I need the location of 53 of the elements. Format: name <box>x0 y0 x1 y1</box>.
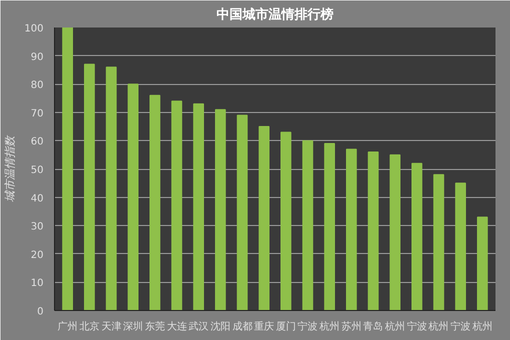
x-tick-label: 武汉 <box>188 320 209 332</box>
y-tick-label: 100 <box>24 24 44 34</box>
x-tick-label: 大连 <box>166 320 187 332</box>
y-tick-label: 70 <box>30 108 44 120</box>
x-tick-label: 青岛 <box>363 320 384 332</box>
x-tick-label: 厦门 <box>276 320 296 332</box>
x-tick-label: 苏州 <box>341 320 362 332</box>
bar <box>368 152 379 310</box>
x-tick-label: 宁波 <box>450 320 471 332</box>
x-tick-label: 北京 <box>79 320 100 332</box>
bar <box>258 126 270 310</box>
chart-title: 中国城市温情排行榜 <box>216 6 334 22</box>
x-tick-label: 宁波 <box>298 320 318 332</box>
bar <box>302 140 314 310</box>
x-tick-label: 成都 <box>232 320 252 332</box>
bar <box>215 109 226 310</box>
bar <box>390 154 400 310</box>
y-tick-label: 30 <box>30 222 44 233</box>
bar <box>128 84 139 310</box>
y-tick-label: 40 <box>30 193 44 204</box>
bar <box>150 94 160 310</box>
y-tick-label: 80 <box>30 80 44 92</box>
bar <box>236 114 248 310</box>
bar <box>62 28 74 310</box>
x-tick-label: 杭州 <box>318 320 340 332</box>
x-tick-label: 杭州 <box>428 320 449 332</box>
bar <box>476 216 488 310</box>
x-tick-label: 宁波 <box>406 320 427 332</box>
x-tick-label: 深圳 <box>123 320 144 332</box>
bar <box>106 66 117 310</box>
bar <box>171 100 182 310</box>
y-axis-title: 城市温情指数 <box>3 135 16 202</box>
y-tick-label: 90 <box>30 52 44 63</box>
x-tick-label: 重庆 <box>254 320 274 332</box>
x-tick-label: 杭州 <box>384 320 406 332</box>
bar <box>411 162 422 310</box>
bar <box>455 182 466 310</box>
bar <box>433 174 444 310</box>
bar <box>84 64 95 310</box>
y-tick-label: 20 <box>30 250 44 261</box>
bar <box>324 143 335 310</box>
y-tick-label: 0 <box>37 306 44 318</box>
x-tick-label: 东莞 <box>144 320 165 332</box>
bar <box>193 103 204 310</box>
x-tick-label: 沈阳 <box>210 320 230 332</box>
bar <box>346 148 357 310</box>
x-tick-label: 天津 <box>101 320 122 332</box>
y-tick-label: 60 <box>30 136 44 148</box>
x-tick-label: 广州 <box>58 320 78 332</box>
y-tick-label: 50 <box>30 165 44 176</box>
y-tick-label: 10 <box>30 278 44 290</box>
bar <box>280 132 292 310</box>
x-tick-label: 杭州 <box>471 320 492 332</box>
